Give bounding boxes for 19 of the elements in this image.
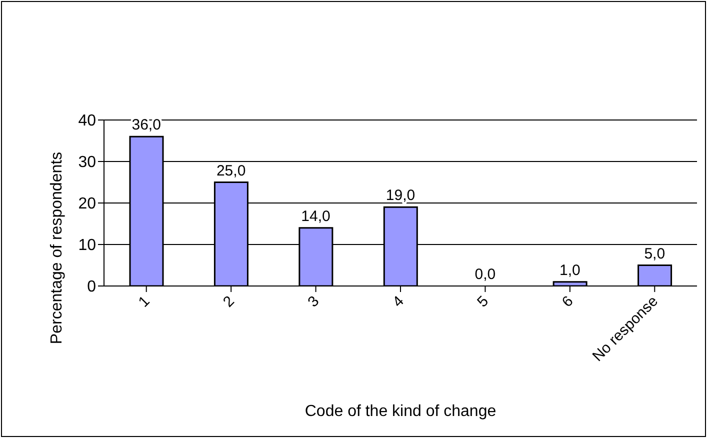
- data-label: 25,0: [216, 162, 246, 180]
- data-label: 19,0: [386, 187, 416, 204]
- data-label: 5,0: [644, 245, 666, 262]
- x-tick-label: 5: [474, 292, 492, 311]
- y-tick-label: 20: [78, 196, 96, 213]
- x-tick-label: 6: [558, 292, 577, 311]
- y-tick-label: 30: [78, 154, 96, 172]
- data-label: 1,0: [560, 262, 580, 279]
- x-tick-label: 3: [304, 292, 323, 311]
- y-axis-title: Percentage of respondents: [48, 152, 66, 344]
- data-label: 0,0: [474, 266, 496, 283]
- y-tick-label: 0: [87, 278, 96, 296]
- x-tick-label: 1: [135, 292, 154, 311]
- x-tick-label: 2: [220, 292, 238, 311]
- y-tick-label: 10: [78, 237, 96, 254]
- x-axis-title: Code of the kind of change: [304, 403, 496, 420]
- x-tick-label: 4: [389, 292, 408, 311]
- y-tick-label: 40: [78, 112, 96, 130]
- data-label: 14,0: [301, 208, 330, 225]
